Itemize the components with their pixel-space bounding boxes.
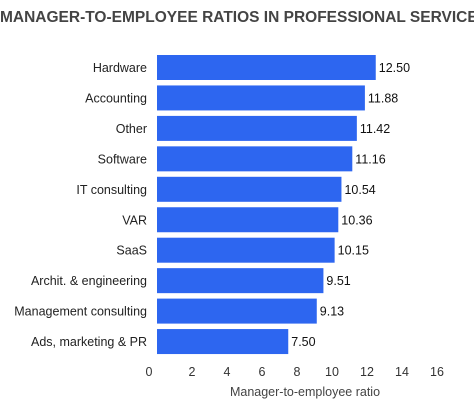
bar-6 bbox=[157, 237, 335, 263]
x-tick-label-6: 12 bbox=[360, 365, 374, 379]
category-label-7: Archit. & engineering bbox=[31, 274, 147, 288]
chart-title: MANAGER-TO-EMPLOYEE RATIOS IN PROFESSION… bbox=[0, 9, 474, 26]
value-label-3: 11.16 bbox=[355, 152, 385, 166]
bar-5 bbox=[157, 207, 339, 233]
x-tick-label-4: 8 bbox=[294, 365, 301, 379]
value-label-4: 10.54 bbox=[344, 183, 375, 197]
category-label-2: Other bbox=[116, 122, 147, 136]
category-label-3: Software bbox=[98, 152, 147, 166]
value-label-0: 12.50 bbox=[379, 61, 410, 75]
bar-4 bbox=[157, 176, 342, 202]
x-tick-label-0: 0 bbox=[146, 365, 153, 379]
category-label-4: IT consulting bbox=[76, 183, 147, 197]
category-label-6: SaaS bbox=[116, 244, 147, 258]
bar-1 bbox=[157, 85, 365, 111]
category-label-9: Ads, marketing & PR bbox=[31, 335, 147, 349]
value-label-7: 9.51 bbox=[326, 274, 350, 288]
x-tick-label-1: 2 bbox=[189, 365, 196, 379]
value-label-8: 9.13 bbox=[320, 305, 344, 319]
value-label-6: 10.15 bbox=[338, 244, 369, 258]
x-tick-label-8: 16 bbox=[430, 365, 444, 379]
bar-9 bbox=[157, 329, 289, 355]
bar-8 bbox=[157, 298, 317, 324]
bar-3 bbox=[157, 146, 353, 172]
labels-layer: Hardware 12.50 Accounting 11.88 Other 11.42 So… bbox=[14, 61, 410, 349]
value-label-1: 11.88 bbox=[368, 91, 398, 105]
bar-2 bbox=[157, 115, 357, 141]
category-label-0: Hardware bbox=[93, 61, 147, 75]
bar-7 bbox=[157, 268, 324, 294]
x-tick-label-2: 4 bbox=[224, 365, 231, 379]
category-label-8: Management consulting bbox=[14, 305, 147, 319]
x-tick-label-7: 14 bbox=[395, 365, 409, 379]
value-label-9: 7.50 bbox=[291, 335, 315, 349]
category-label-1: Accounting bbox=[85, 91, 147, 105]
bar-0 bbox=[157, 55, 376, 80]
x-axis: 0 2 4 6 8 10 12 14 16 bbox=[146, 365, 444, 379]
x-tick-label-5: 10 bbox=[325, 365, 339, 379]
category-label-5: VAR bbox=[122, 213, 147, 227]
bars-layer bbox=[157, 55, 376, 355]
x-axis-title: Manager-to-employee ratio bbox=[230, 385, 380, 399]
value-label-2: 11.42 bbox=[360, 122, 390, 136]
value-label-5: 10.36 bbox=[341, 213, 372, 227]
x-tick-label-3: 6 bbox=[259, 365, 266, 379]
